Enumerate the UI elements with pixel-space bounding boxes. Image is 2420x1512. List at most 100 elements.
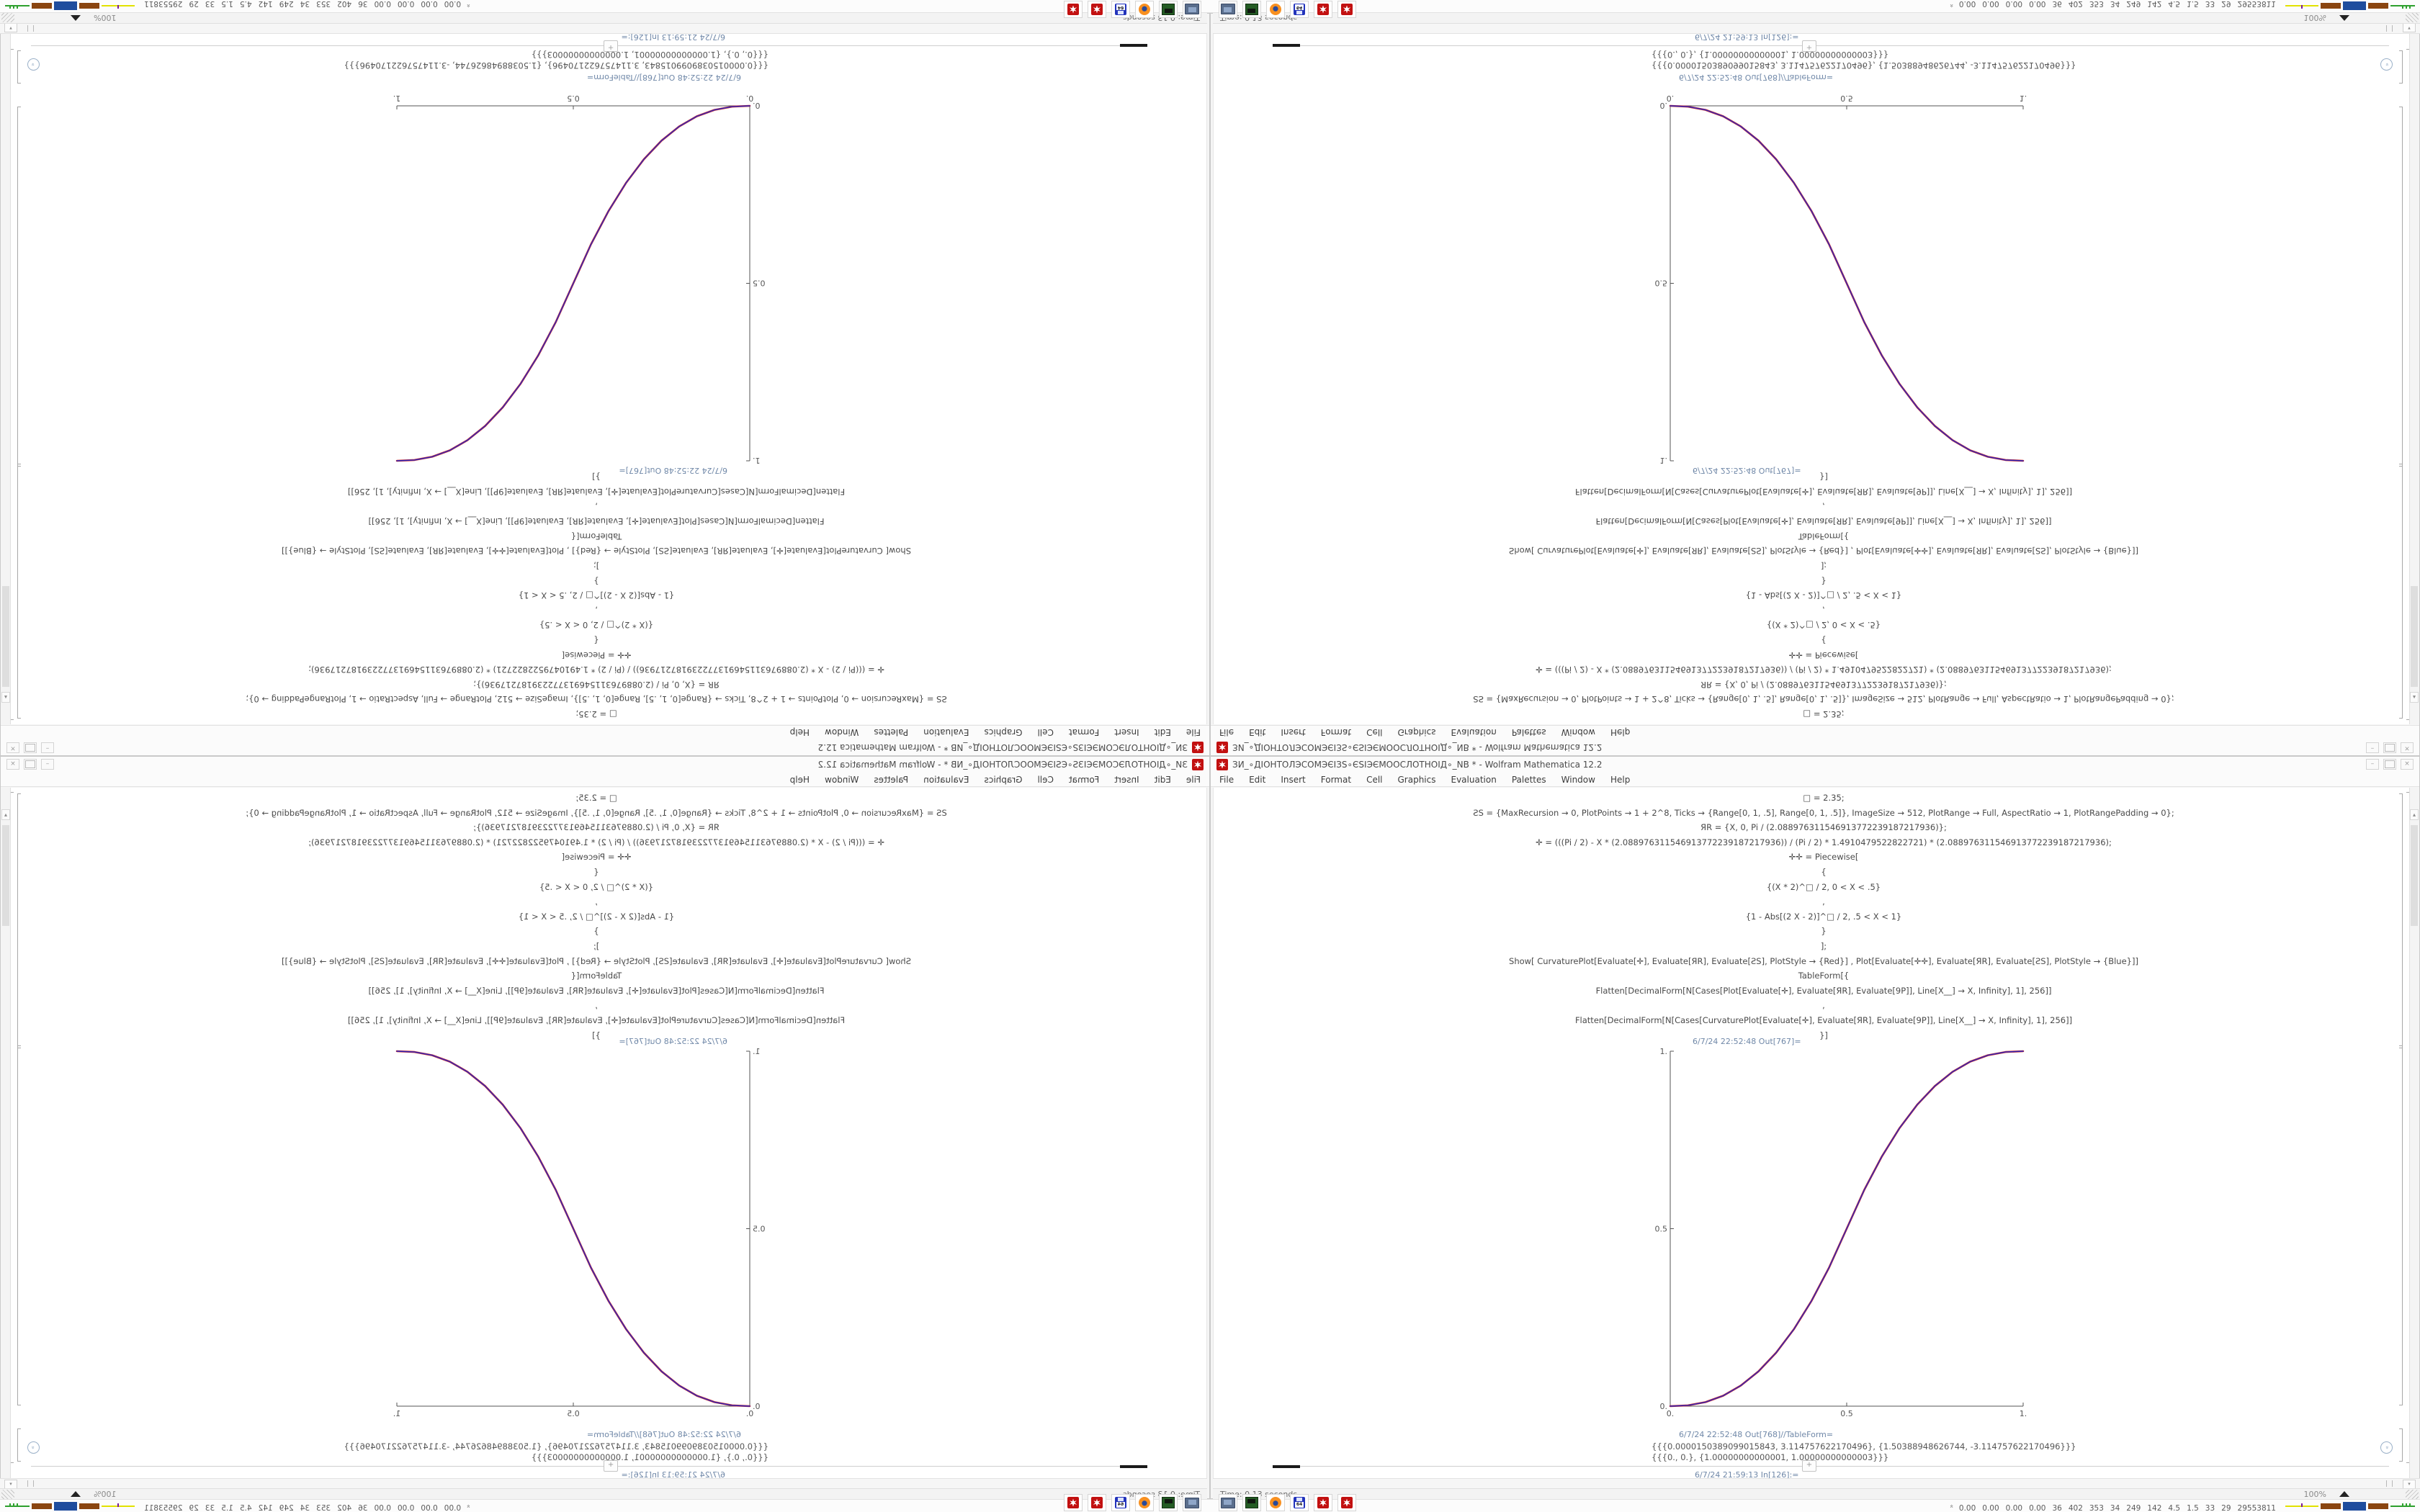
tray-expand-icon[interactable]: « — [465, 1504, 472, 1508]
menu-item[interactable]: Edit — [1249, 774, 1266, 785]
mathematica-spikey-icon[interactable] — [1088, 1, 1106, 18]
code-line[interactable]: ✛ = (((Pi / 2) - X * (2.0889763115469137… — [308, 837, 884, 847]
insert-cell-plus-button[interactable]: + — [604, 40, 618, 52]
input-cell-bracket[interactable] — [17, 793, 21, 1048]
plot-cell-bracket[interactable] — [17, 1045, 21, 1405]
menu-item[interactable]: Window — [1561, 774, 1595, 785]
code-line[interactable]: {1 - Abs[(2 X - 2)]^□ / 2, .5 < X < 1} — [1745, 590, 1902, 601]
code-line[interactable]: Flatten[DecimalForm[N[Cases[CurvaturePlo… — [347, 487, 846, 498]
code-line[interactable]: ƧS = {MaxRecursion → 0, PlotPoints → 1 +… — [246, 694, 947, 705]
menu-item[interactable]: File — [1219, 727, 1234, 738]
table-cell-bracket[interactable] — [17, 50, 21, 84]
cell-insertion-line[interactable] — [31, 1466, 1120, 1467]
code-line[interactable]: } — [1821, 575, 1827, 586]
magnification-arrow-icon[interactable] — [2339, 1491, 2349, 1497]
code-line[interactable]: ✛✛ = Piecewise[ — [1788, 852, 1859, 863]
notebook-area[interactable]: □ = 2.35; ƧS = {MaxRecursion → 0, PlotPoi… — [1213, 788, 2411, 1480]
insert-cell-plus-button[interactable]: + — [1802, 40, 1816, 52]
plot-cell-bracket[interactable] — [2399, 107, 2403, 467]
code-line[interactable]: ✛ = (((Pi / 2) - X * (2.0889763115469137… — [1536, 837, 2112, 847]
tray-expand-icon[interactable]: « — [1948, 1504, 1955, 1508]
resize-grip[interactable] — [2406, 1490, 2419, 1499]
code-line[interactable]: , — [1822, 1000, 1825, 1011]
cell-insertion-cursor[interactable] — [1273, 44, 1300, 47]
input-cell-bracket[interactable] — [2399, 793, 2403, 1048]
code-line[interactable]: Show[ CurvaturePlot[Evaluate[✛], Evaluat… — [282, 546, 911, 557]
menu-item[interactable]: Insert — [1281, 727, 1306, 738]
horizontal-scrollbar[interactable]: ▾ — [1213, 1478, 2420, 1489]
code-line[interactable]: }] — [592, 472, 601, 482]
resize-grip[interactable] — [2406, 13, 2419, 22]
floppy-64-icon[interactable]: 64 — [1111, 1, 1130, 18]
show-more-output-icon[interactable]: » — [27, 58, 40, 71]
menu-item[interactable]: Cell — [1366, 727, 1383, 738]
package-monitor-icon[interactable] — [1242, 1494, 1261, 1511]
code-line[interactable]: {1 - Abs[(2 X - 2)]^□ / 2, .5 < X < 1} — [518, 911, 675, 922]
vertical-scrollbar[interactable]: ▴ — [2409, 788, 2419, 1478]
cell-insertion-cursor[interactable] — [1273, 1465, 1300, 1468]
input-cell-bracket[interactable] — [17, 464, 21, 719]
menu-item[interactable]: Cell — [1037, 774, 1054, 785]
vertical-scrollbar[interactable]: ▴ — [2409, 34, 2419, 724]
title-bar[interactable]: ЗИ_∘ДІОНТОЛЭСОМЭЄІЗЅ∘ЄЅІЭЄМООСЛОТНОІД∘_N… — [1211, 757, 2419, 773]
menu-item[interactable]: Help — [789, 727, 810, 738]
scroll-up-icon[interactable]: ▴ — [2410, 809, 2419, 820]
mathematica-spikey-icon[interactable] — [1088, 1494, 1106, 1511]
magnification-arrow-icon[interactable] — [71, 15, 81, 21]
menu-item[interactable]: File — [1219, 774, 1234, 785]
vertical-scroll-thumb[interactable] — [2, 586, 9, 687]
vertical-scroll-thumb[interactable] — [2411, 825, 2418, 926]
menu-item[interactable]: Help — [1610, 774, 1631, 785]
code-line[interactable]: } — [1821, 926, 1827, 937]
minimize-button[interactable]: – — [2366, 759, 2379, 770]
magnification-level[interactable]: 100% — [94, 1490, 117, 1499]
vertical-scroll-thumb[interactable] — [2411, 586, 2418, 687]
notebook-area[interactable]: □ = 2.35; ƧS = {MaxRecursion → 0, PlotPoi… — [9, 788, 1207, 1480]
code-line[interactable]: {(X * 2)^□ / 2, 0 < X < .5} — [539, 881, 654, 892]
scroll-up-icon[interactable]: ▴ — [2410, 692, 2419, 703]
menu-item[interactable]: File — [1186, 774, 1201, 785]
code-line[interactable]: }] — [1819, 472, 1828, 482]
code-line[interactable]: ✛✛ = Piecewise[ — [1788, 649, 1859, 660]
code-line[interactable]: □ = 2.35; — [1803, 793, 1845, 803]
menu-item[interactable]: Format — [1320, 774, 1352, 785]
code-line[interactable]: Show[ CurvaturePlot[Evaluate[✛], Evaluat… — [1509, 546, 2138, 557]
cell-insertion-cursor[interactable] — [1120, 44, 1147, 47]
code-line[interactable]: {(X * 2)^□ / 2, 0 < X < .5} — [1766, 620, 1881, 631]
code-line[interactable]: }] — [1819, 1030, 1828, 1040]
title-bar[interactable]: ЗИ_∘ДІОНТОЛЭСОМЭЄІЗЅ∘ЄЅІЭЄМООСЛОТНОІД∘_N… — [1, 739, 1209, 755]
code-line[interactable]: ƧS = {MaxRecursion → 0, PlotPoints → 1 +… — [1473, 807, 2174, 818]
mathematica-spikey-icon[interactable] — [1314, 1494, 1332, 1511]
tray-expand-icon[interactable]: « — [1948, 4, 1955, 8]
maximize-button[interactable] — [24, 759, 37, 770]
code-line[interactable]: ✛ = (((Pi / 2) - X * (2.0889763115469137… — [308, 665, 884, 675]
menu-item[interactable]: File — [1186, 727, 1201, 738]
menu-item[interactable]: Evaluation — [1451, 727, 1497, 738]
code-line[interactable]: Flatten[DecimalForm[N[Cases[Plot[Evaluat… — [1595, 985, 2052, 996]
resize-grip[interactable] — [1, 13, 14, 22]
code-line[interactable]: Flatten[DecimalForm[N[Cases[CurvaturePlo… — [1574, 487, 2073, 498]
menu-item[interactable]: Graphics — [984, 727, 1023, 738]
resize-grip[interactable] — [1, 1490, 14, 1499]
title-bar[interactable]: ЗИ_∘ДІОНТОЛЭСОМЭЄІЗЅ∘ЄЅІЭЄМООСЛОТНОІД∘_N… — [1, 757, 1209, 773]
menu-item[interactable]: Palettes — [1511, 727, 1546, 738]
code-line[interactable]: Flatten[DecimalForm[N[Cases[Plot[Evaluat… — [368, 985, 825, 996]
menu-item[interactable]: Graphics — [1397, 774, 1436, 785]
code-line[interactable]: ]; — [593, 940, 600, 951]
code-line[interactable]: , — [595, 501, 598, 512]
menu-item[interactable]: Evaluation — [1451, 774, 1497, 785]
mathematica-spikey-icon[interactable] — [1337, 1494, 1356, 1511]
menu-item[interactable]: Format — [1320, 727, 1352, 738]
code-line[interactable]: { — [1821, 866, 1827, 877]
magnification-level[interactable]: 100% — [2303, 1490, 2326, 1499]
code-line[interactable]: , — [595, 896, 598, 907]
code-line[interactable]: , — [595, 605, 598, 616]
scroll-up-icon[interactable]: ▴ — [1, 809, 10, 820]
firefox-icon[interactable] — [1135, 1, 1154, 18]
code-line[interactable]: ЯR = {X, 0, Pi / (2.08897631154691377223… — [473, 679, 720, 690]
code-line[interactable]: Flatten[DecimalForm[N[Cases[Plot[Evaluat… — [368, 516, 825, 527]
code-line[interactable]: Show[ CurvaturePlot[Evaluate[✛], Evaluat… — [1509, 955, 2138, 966]
code-line[interactable]: □ = 2.35; — [575, 709, 617, 719]
close-button[interactable]: × — [2401, 742, 2414, 753]
menu-item[interactable]: Evaluation — [923, 774, 969, 785]
